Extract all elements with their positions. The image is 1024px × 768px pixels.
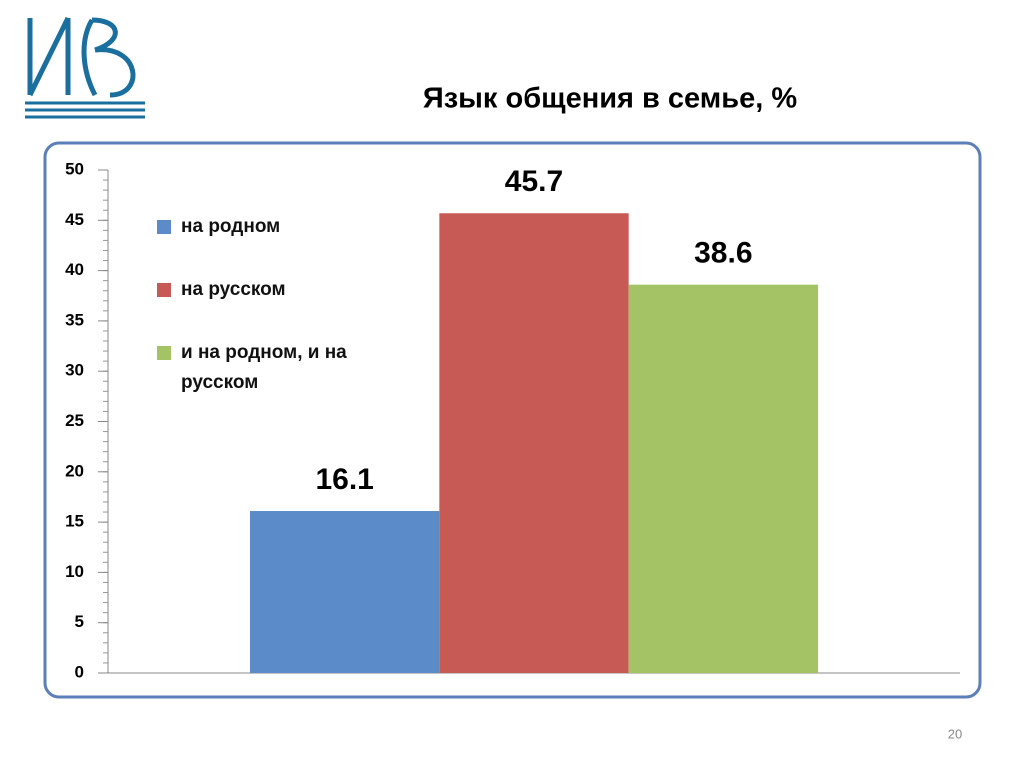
bar [439, 213, 629, 673]
y-tick-label: 20 [65, 461, 84, 480]
value-label: 45.7 [505, 165, 563, 198]
legend-label: на русском [181, 279, 286, 300]
legend: на родном на русском и на родном, и на рус… [157, 212, 417, 431]
value-label: 16.1 [315, 463, 373, 496]
value-label: 38.6 [694, 237, 752, 270]
legend-swatch [157, 283, 171, 297]
y-tick-label: 10 [65, 562, 84, 581]
y-tick-label: 5 [75, 612, 84, 631]
y-tick-label: 35 [65, 310, 84, 329]
y-tick-label: 15 [65, 512, 84, 531]
legend-item: на родном [157, 212, 417, 242]
legend-swatch [157, 220, 171, 234]
y-tick-label: 45 [65, 210, 84, 229]
slide-number: 20 [948, 726, 962, 741]
chart-title: Язык общения в семье, % [423, 83, 797, 115]
y-tick-label: 25 [65, 411, 84, 430]
legend-item: на русском [157, 275, 417, 305]
y-tick-label: 0 [75, 662, 84, 681]
legend-label: и на родном, и на русском [181, 342, 347, 393]
bar [628, 284, 818, 673]
legend-item: и на родном, и на русском [157, 338, 417, 398]
y-tick-label: 30 [65, 361, 84, 380]
y-tick-label: 50 [65, 159, 84, 178]
logo [25, 16, 145, 119]
legend-label: на родном [181, 216, 281, 237]
y-tick-label: 40 [65, 260, 84, 279]
bar [250, 511, 440, 673]
legend-swatch [157, 346, 171, 360]
